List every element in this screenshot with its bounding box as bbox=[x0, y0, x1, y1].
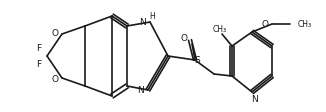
Text: F: F bbox=[37, 59, 41, 69]
Text: O: O bbox=[51, 74, 58, 84]
Text: O: O bbox=[181, 33, 187, 42]
Text: N: N bbox=[137, 85, 144, 95]
Text: CH₃: CH₃ bbox=[298, 19, 312, 28]
Text: CH₃: CH₃ bbox=[213, 25, 227, 33]
Text: F: F bbox=[37, 43, 41, 53]
Text: N: N bbox=[139, 17, 146, 27]
Text: O: O bbox=[51, 28, 58, 38]
Text: H: H bbox=[149, 12, 155, 20]
Text: O: O bbox=[261, 19, 268, 28]
Text: N: N bbox=[251, 95, 257, 103]
Text: S: S bbox=[194, 56, 200, 65]
